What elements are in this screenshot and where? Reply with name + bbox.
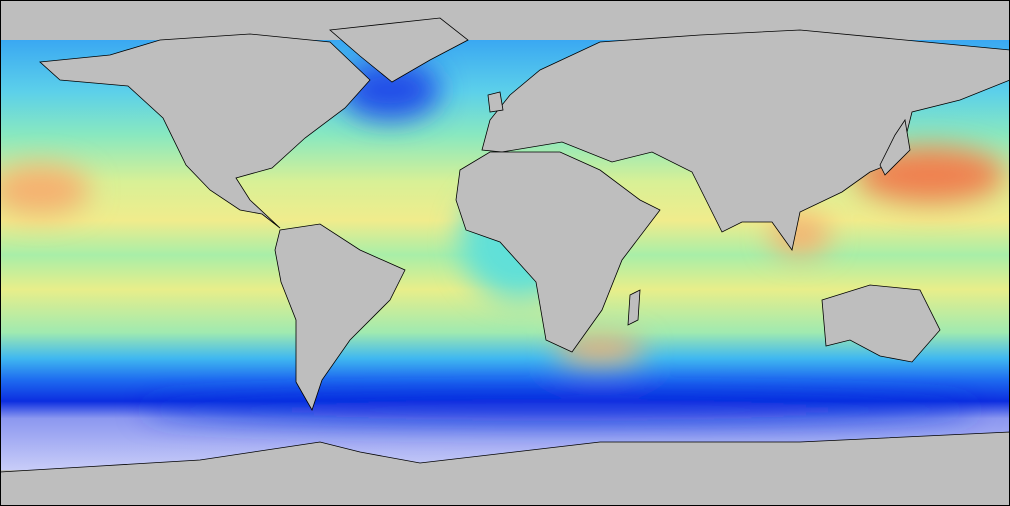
continents: [0, 17, 1010, 506]
australia: [821, 284, 941, 363]
cold-band: [140, 398, 980, 422]
north-america: [39, 33, 371, 229]
greenland: [329, 17, 469, 83]
warm-patch: [0, 165, 90, 215]
madagascar: [627, 289, 641, 326]
eurasia: [481, 29, 1010, 251]
great-britain: [487, 91, 504, 113]
south-america: [274, 223, 406, 411]
africa: [455, 151, 661, 353]
japan: [879, 118, 911, 176]
antarctica: [0, 431, 1010, 506]
